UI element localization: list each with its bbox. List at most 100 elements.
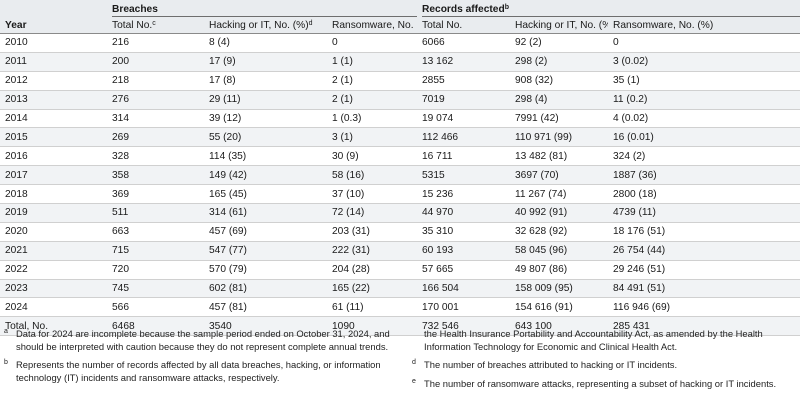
records-total-cell: 112 466 [417, 127, 511, 148]
table-row: 2020 663 457 (69) 203 (31) 35 310 32 628 (92)… [0, 222, 800, 242]
footnote-e: e The number of ransomware attacks, repre… [412, 377, 777, 389]
table-row: 2021 715 547 (77) 222 (31) 60 193 58 045 (96)… [0, 241, 800, 261]
year-cell: 2017 [0, 165, 107, 186]
breaches-ransomware-cell: 61 (11) [327, 297, 418, 318]
records-hacking-cell: 154 616 (91) [510, 297, 609, 318]
records-hacking-cell: 298 (4) [510, 90, 609, 110]
breaches-hacking-cell: 457 (69) [204, 222, 327, 242]
records-ransomware-cell: 26 754 (44) [608, 241, 800, 261]
group-header-spacer [0, 0, 107, 17]
records-hacking-cell: 158 009 (95) [510, 279, 609, 299]
breaches-ransomware-cell: 222 (31) [327, 241, 418, 261]
records-ransomware-cell: 84 491 (51) [608, 279, 800, 299]
breaches-hacking-cell: 39 (12) [204, 109, 327, 129]
year-cell: 2020 [0, 222, 107, 242]
records-ransomware-cell: 4739 (11) [608, 203, 800, 223]
year-cell: 2015 [0, 127, 107, 148]
group-header-records: Records affectedb [417, 0, 800, 17]
breaches-hacking-cell: 3540 [204, 316, 327, 337]
footnotes: a Data for 2024 are incomplete because th… [0, 322, 800, 419]
footnote-b: b Represents the number of records affect… [4, 359, 381, 383]
breaches-ransomware-cell: 30 (9) [327, 146, 418, 167]
table-row: 2023 745 602 (81) 165 (22) 166 504 158 009 (9… [0, 279, 800, 299]
records-ransomware-cell: 116 946 (69) [608, 297, 800, 318]
table-row: 2010 216 8 (4) 0 6066 92 (2) 0 [0, 33, 800, 53]
records-ransomware-cell: 11 (0.2) [608, 90, 800, 110]
year-cell: 2023 [0, 279, 107, 299]
records-total-cell: 732 546 [417, 316, 511, 337]
records-ransomware-cell: 285 431 [608, 316, 800, 337]
table-row: 2014 314 39 (12) 1 (0.3) 19 074 7991 (42) 4 (0… [0, 109, 800, 129]
year-cell: 2018 [0, 184, 107, 205]
breaches-total-cell: 218 [107, 71, 204, 91]
table-row: 2016 328 114 (35) 30 (9) 16 711 13 482 (81) 32… [0, 146, 800, 167]
records-hacking-cell: 7991 (42) [510, 109, 609, 129]
table-body: 2010 216 8 (4) 0 6066 92 (2) 0 2011 200 17 (9) 1 (… [0, 33, 800, 337]
records-total-cell: 35 310 [417, 222, 511, 242]
breaches-total-cell: 511 [107, 203, 204, 223]
breaches-total-cell: 269 [107, 127, 204, 148]
col-header-records-hacking: Hacking or IT, No. (%) [510, 17, 609, 34]
breaches-total-cell: 745 [107, 279, 204, 299]
table-row: 2018 369 165 (45) 37 (10) 15 236 11 267 (74) 2… [0, 184, 800, 205]
table-row: 2012 218 17 (8) 2 (1) 2855 908 (32) 35 (1) [0, 71, 800, 91]
records-hacking-cell: 298 (2) [510, 52, 609, 72]
records-ransomware-cell: 29 246 (51) [608, 260, 800, 280]
breaches-total-cell: 566 [107, 297, 204, 318]
breaches-hacking-cell: 8 (4) [204, 33, 327, 53]
year-cell: 2019 [0, 203, 107, 223]
table-row: 2017 358 149 (42) 58 (16) 5315 3697 (70) 1887 … [0, 165, 800, 186]
records-total-cell: 5315 [417, 165, 511, 186]
breaches-total-cell: 715 [107, 241, 204, 261]
breaches-ransomware-cell: 37 (10) [327, 184, 418, 205]
breaches-total-cell: 369 [107, 184, 204, 205]
col-header-breaches-total: Total No.c [107, 17, 204, 34]
breaches-hacking-cell: 314 (61) [204, 203, 327, 223]
table-row: 2022 720 570 (79) 204 (28) 57 665 49 807 (86)… [0, 260, 800, 280]
year-cell: Total, No. [0, 316, 107, 337]
year-cell: 2024 [0, 297, 107, 318]
year-cell: 2022 [0, 260, 107, 280]
breaches-total-cell: 328 [107, 146, 204, 167]
breaches-total-cell: 663 [107, 222, 204, 242]
col-header-breaches-hacking: Hacking or IT, No. (%)d [204, 17, 327, 34]
records-hacking-cell: 11 267 (74) [510, 184, 609, 205]
records-total-cell: 6066 [417, 33, 511, 53]
table-row: 2013 276 29 (11) 2 (1) 7019 298 (4) 11 (0.2) [0, 90, 800, 110]
table-row: 2015 269 55 (20) 3 (1) 112 466 110 971 (99) 16… [0, 127, 800, 148]
records-total-cell: 57 665 [417, 260, 511, 280]
breaches-hacking-cell: 17 (9) [204, 52, 327, 72]
breaches-ransomware-cell: 58 (16) [327, 165, 418, 186]
records-hacking-cell: 40 992 (91) [510, 203, 609, 223]
footnotes-right-column: the Health Insurance Portability and Acc… [412, 328, 800, 396]
breaches-total-cell: 6468 [107, 316, 204, 337]
records-hacking-cell: 13 482 (81) [510, 146, 609, 167]
footnote-a: a Data for 2024 are incomplete because th… [4, 328, 390, 352]
breaches-hacking-cell: 457 (81) [204, 297, 327, 318]
breaches-total-cell: 200 [107, 52, 204, 72]
breaches-ransomware-cell: 1090 [327, 316, 418, 337]
table-row: Total, No. 6468 3540 1090 732 546 643 100 285 … [0, 316, 800, 337]
records-ransomware-cell: 324 (2) [608, 146, 800, 167]
records-hacking-cell: 643 100 [510, 316, 609, 337]
breaches-ransomware-cell: 1 (0.3) [327, 109, 418, 129]
breaches-hacking-cell: 602 (81) [204, 279, 327, 299]
records-total-cell: 60 193 [417, 241, 511, 261]
year-cell: 2013 [0, 90, 107, 110]
records-hacking-cell: 3697 (70) [510, 165, 609, 186]
records-ransomware-cell: 2800 (18) [608, 184, 800, 205]
breaches-total-cell: 276 [107, 90, 204, 110]
records-total-cell: 13 162 [417, 52, 511, 72]
col-header-year: Year [0, 17, 107, 34]
breaches-total-cell: 720 [107, 260, 204, 280]
records-ransomware-cell: 1887 (36) [608, 165, 800, 186]
records-ransomware-cell: 4 (0.02) [608, 109, 800, 129]
breaches-ransomware-cell: 203 (31) [327, 222, 418, 242]
records-total-cell: 170 001 [417, 297, 511, 318]
breaches-ransomware-cell: 2 (1) [327, 90, 418, 110]
breaches-ransomware-cell: 204 (28) [327, 260, 418, 280]
year-cell: 2012 [0, 71, 107, 91]
records-total-cell: 44 970 [417, 203, 511, 223]
records-total-cell: 166 504 [417, 279, 511, 299]
